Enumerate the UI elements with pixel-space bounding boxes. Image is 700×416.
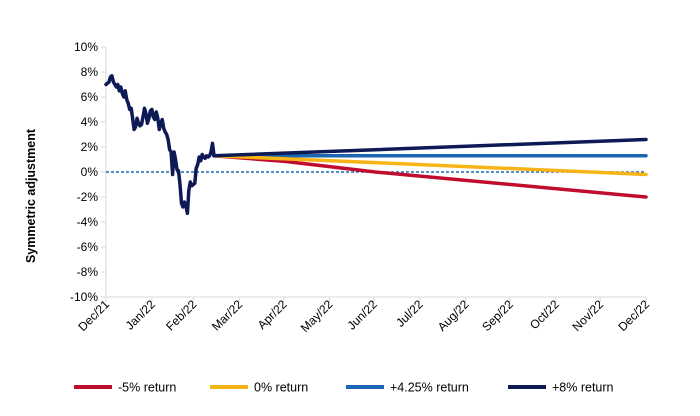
y-tick-label: 2% [81,140,99,154]
legend-label: +4.25% return [390,381,469,395]
x-tick-label: Sep/22 [479,297,516,334]
x-tick-label: Feb/22 [163,297,200,334]
x-tick-label: Mar/22 [209,297,246,334]
legend-label: -5% return [118,381,176,395]
y-tick-label: 4% [81,115,99,129]
y-tick-label: -6% [77,240,99,254]
x-tick-label: Apr/22 [255,297,290,332]
x-tick-label: Jul/22 [393,297,426,330]
x-tick-label: Jan/22 [123,297,159,333]
y-axis-label: Symmetric adjustment [24,128,38,263]
y-tick-label: 10% [74,40,98,54]
y-tick-label: 8% [81,65,99,79]
y-tick-label: -10% [70,290,98,304]
historical-line [104,74,216,216]
series-line-5-return [212,154,648,199]
y-axis: 10% 8% 6% 4% 2% 0% -2% -4% -6% -8% -10% [70,40,107,304]
x-tick-label: Jun/22 [345,297,381,333]
y-tick-label: -8% [77,265,99,279]
legend-label: 0% return [254,381,308,395]
y-tick-label: -2% [77,190,99,204]
x-tick-label: Aug/22 [435,297,472,334]
y-tick-label: 0% [81,165,99,179]
y-tick-label: 6% [81,90,99,104]
legend: -5% return 0% return +4.25% return +8% retu… [74,381,614,395]
x-tick-label: Nov/22 [569,297,606,334]
x-tick-label: Oct/22 [527,297,562,332]
legend-label: +8% return [552,381,614,395]
x-axis: Dec/21 Jan/22 Feb/22 Mar/22 Apr/22 May/22 Jun/… [75,296,652,335]
series-line-0-return [212,154,648,177]
x-tick-label: Dec/22 [615,297,652,334]
series-lines [104,74,648,216]
y-tick-label: -4% [77,215,99,229]
series-line-8-return [212,137,648,158]
x-tick-label: May/22 [298,297,336,335]
